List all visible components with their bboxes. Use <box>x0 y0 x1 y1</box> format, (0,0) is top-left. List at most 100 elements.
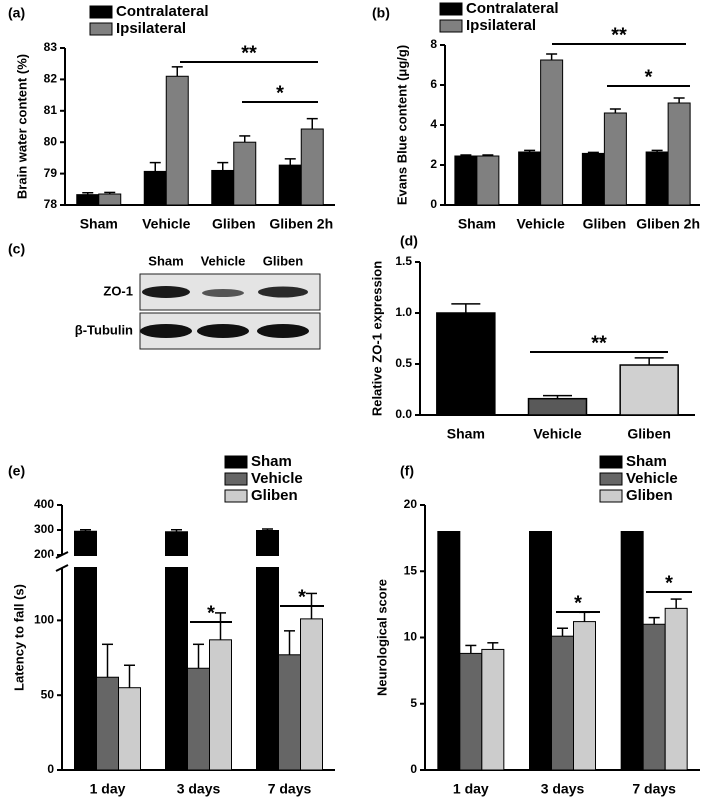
band <box>142 286 190 298</box>
legend-swatch <box>599 472 623 486</box>
y-axis-label: Evans Blue content (μg/g) <box>394 45 409 205</box>
y-tick-label: 20 <box>404 497 418 511</box>
y-tick-label: 80 <box>44 134 58 148</box>
bar <box>664 607 688 771</box>
significance-label: * <box>645 66 653 88</box>
y-tick-label: 50 <box>41 687 55 701</box>
lane-label: Vehicle <box>201 253 246 268</box>
y-axis-label: Relative ZO-1 expression <box>369 261 384 416</box>
row-label: ZO-1 <box>103 283 133 298</box>
legend-swatch <box>439 19 463 33</box>
y-tick-label: 4 <box>430 117 437 131</box>
bar <box>233 141 257 206</box>
band <box>257 324 309 338</box>
bar <box>300 128 324 206</box>
y-tick-label: 5 <box>410 696 417 710</box>
panel-label: (a) <box>8 5 25 21</box>
legend-label: Vehicle <box>251 470 303 487</box>
axis-break-mark <box>55 564 69 572</box>
y-tick-label: 2 <box>430 157 437 171</box>
significance-label: * <box>574 592 582 614</box>
y-tick-label: 0 <box>410 762 417 776</box>
bar <box>581 152 605 206</box>
lane-label: Sham <box>148 253 183 268</box>
bar <box>436 312 496 416</box>
legend-swatch <box>439 2 463 16</box>
bar <box>620 531 644 771</box>
western-blot: (c) Sham Vehicle Gliben ZO-1 β-Tubulin <box>8 241 321 350</box>
row-label: β-Tubulin <box>75 322 133 337</box>
band <box>140 324 192 338</box>
bar <box>551 635 574 771</box>
bar <box>74 530 97 771</box>
y-tick-label: 0.0 <box>395 407 412 421</box>
legend-label: Sham <box>251 453 292 470</box>
x-tick-label: Sham <box>80 216 118 232</box>
bar <box>527 397 588 416</box>
legend-label: Ipsilateral <box>466 17 536 34</box>
x-tick-label: Sham <box>458 216 496 232</box>
bar <box>278 164 302 206</box>
significance-label: * <box>665 572 673 594</box>
significance-label: * <box>298 586 306 608</box>
y-tick-label: 200 <box>34 547 54 561</box>
significance-label: ** <box>241 42 257 64</box>
x-tick-label: Vehicle <box>516 216 564 232</box>
bar <box>118 687 141 771</box>
bar <box>481 648 505 771</box>
bar <box>476 155 500 206</box>
x-tick-label: 1 day <box>453 781 489 797</box>
y-tick-label: 6 <box>430 77 437 91</box>
bar <box>645 151 669 206</box>
bar <box>454 155 478 206</box>
bar <box>540 59 564 206</box>
y-tick-label: 15 <box>404 563 418 577</box>
panel-label: (c) <box>8 241 25 257</box>
significance-label: * <box>276 82 284 104</box>
legend-label: Gliben <box>626 487 673 504</box>
significance-label: ** <box>591 332 607 354</box>
y-tick-label: 83 <box>44 40 58 54</box>
bar <box>187 667 210 771</box>
legend-label: Contralateral <box>466 0 559 17</box>
bar <box>143 170 167 206</box>
y-tick-label: 79 <box>44 166 58 180</box>
bar <box>211 169 235 206</box>
bar <box>76 194 100 206</box>
y-axis-label: Neurological score <box>374 579 389 696</box>
bar <box>165 531 188 771</box>
y-tick-label: 1.0 <box>395 305 412 319</box>
axis-break-mark <box>55 551 69 559</box>
legend-swatch <box>89 5 113 19</box>
bar <box>96 676 119 771</box>
x-tick-label: Gliben <box>583 216 627 232</box>
bar <box>98 193 122 206</box>
axis-break-gap <box>50 556 335 567</box>
legend-swatch <box>224 472 248 486</box>
significance-label: * <box>207 602 215 624</box>
bar <box>209 639 232 771</box>
legend-swatch <box>224 489 248 503</box>
bar <box>278 654 301 771</box>
bar <box>529 531 552 771</box>
x-tick-label: 3 days <box>177 781 221 797</box>
panel-label: (d) <box>400 233 418 249</box>
legend-label: Sham <box>626 453 667 470</box>
legend-label: Gliben <box>251 487 298 504</box>
x-tick-label: Sham <box>447 426 485 442</box>
y-tick-label: 78 <box>44 197 58 211</box>
y-tick-label: 0.5 <box>395 356 412 370</box>
x-tick-label: 3 days <box>541 781 585 797</box>
y-tick-label: 400 <box>34 497 54 511</box>
panel-label: (b) <box>372 5 390 21</box>
bar <box>573 621 596 771</box>
band <box>258 286 308 298</box>
y-tick-label: 82 <box>44 72 58 86</box>
y-tick-label: 0 <box>47 762 54 776</box>
legend-swatch <box>224 455 248 469</box>
lane-label: Gliben <box>263 253 304 268</box>
legend-swatch <box>89 22 113 36</box>
significance-label: ** <box>611 24 627 46</box>
panel-label: (e) <box>8 463 25 479</box>
